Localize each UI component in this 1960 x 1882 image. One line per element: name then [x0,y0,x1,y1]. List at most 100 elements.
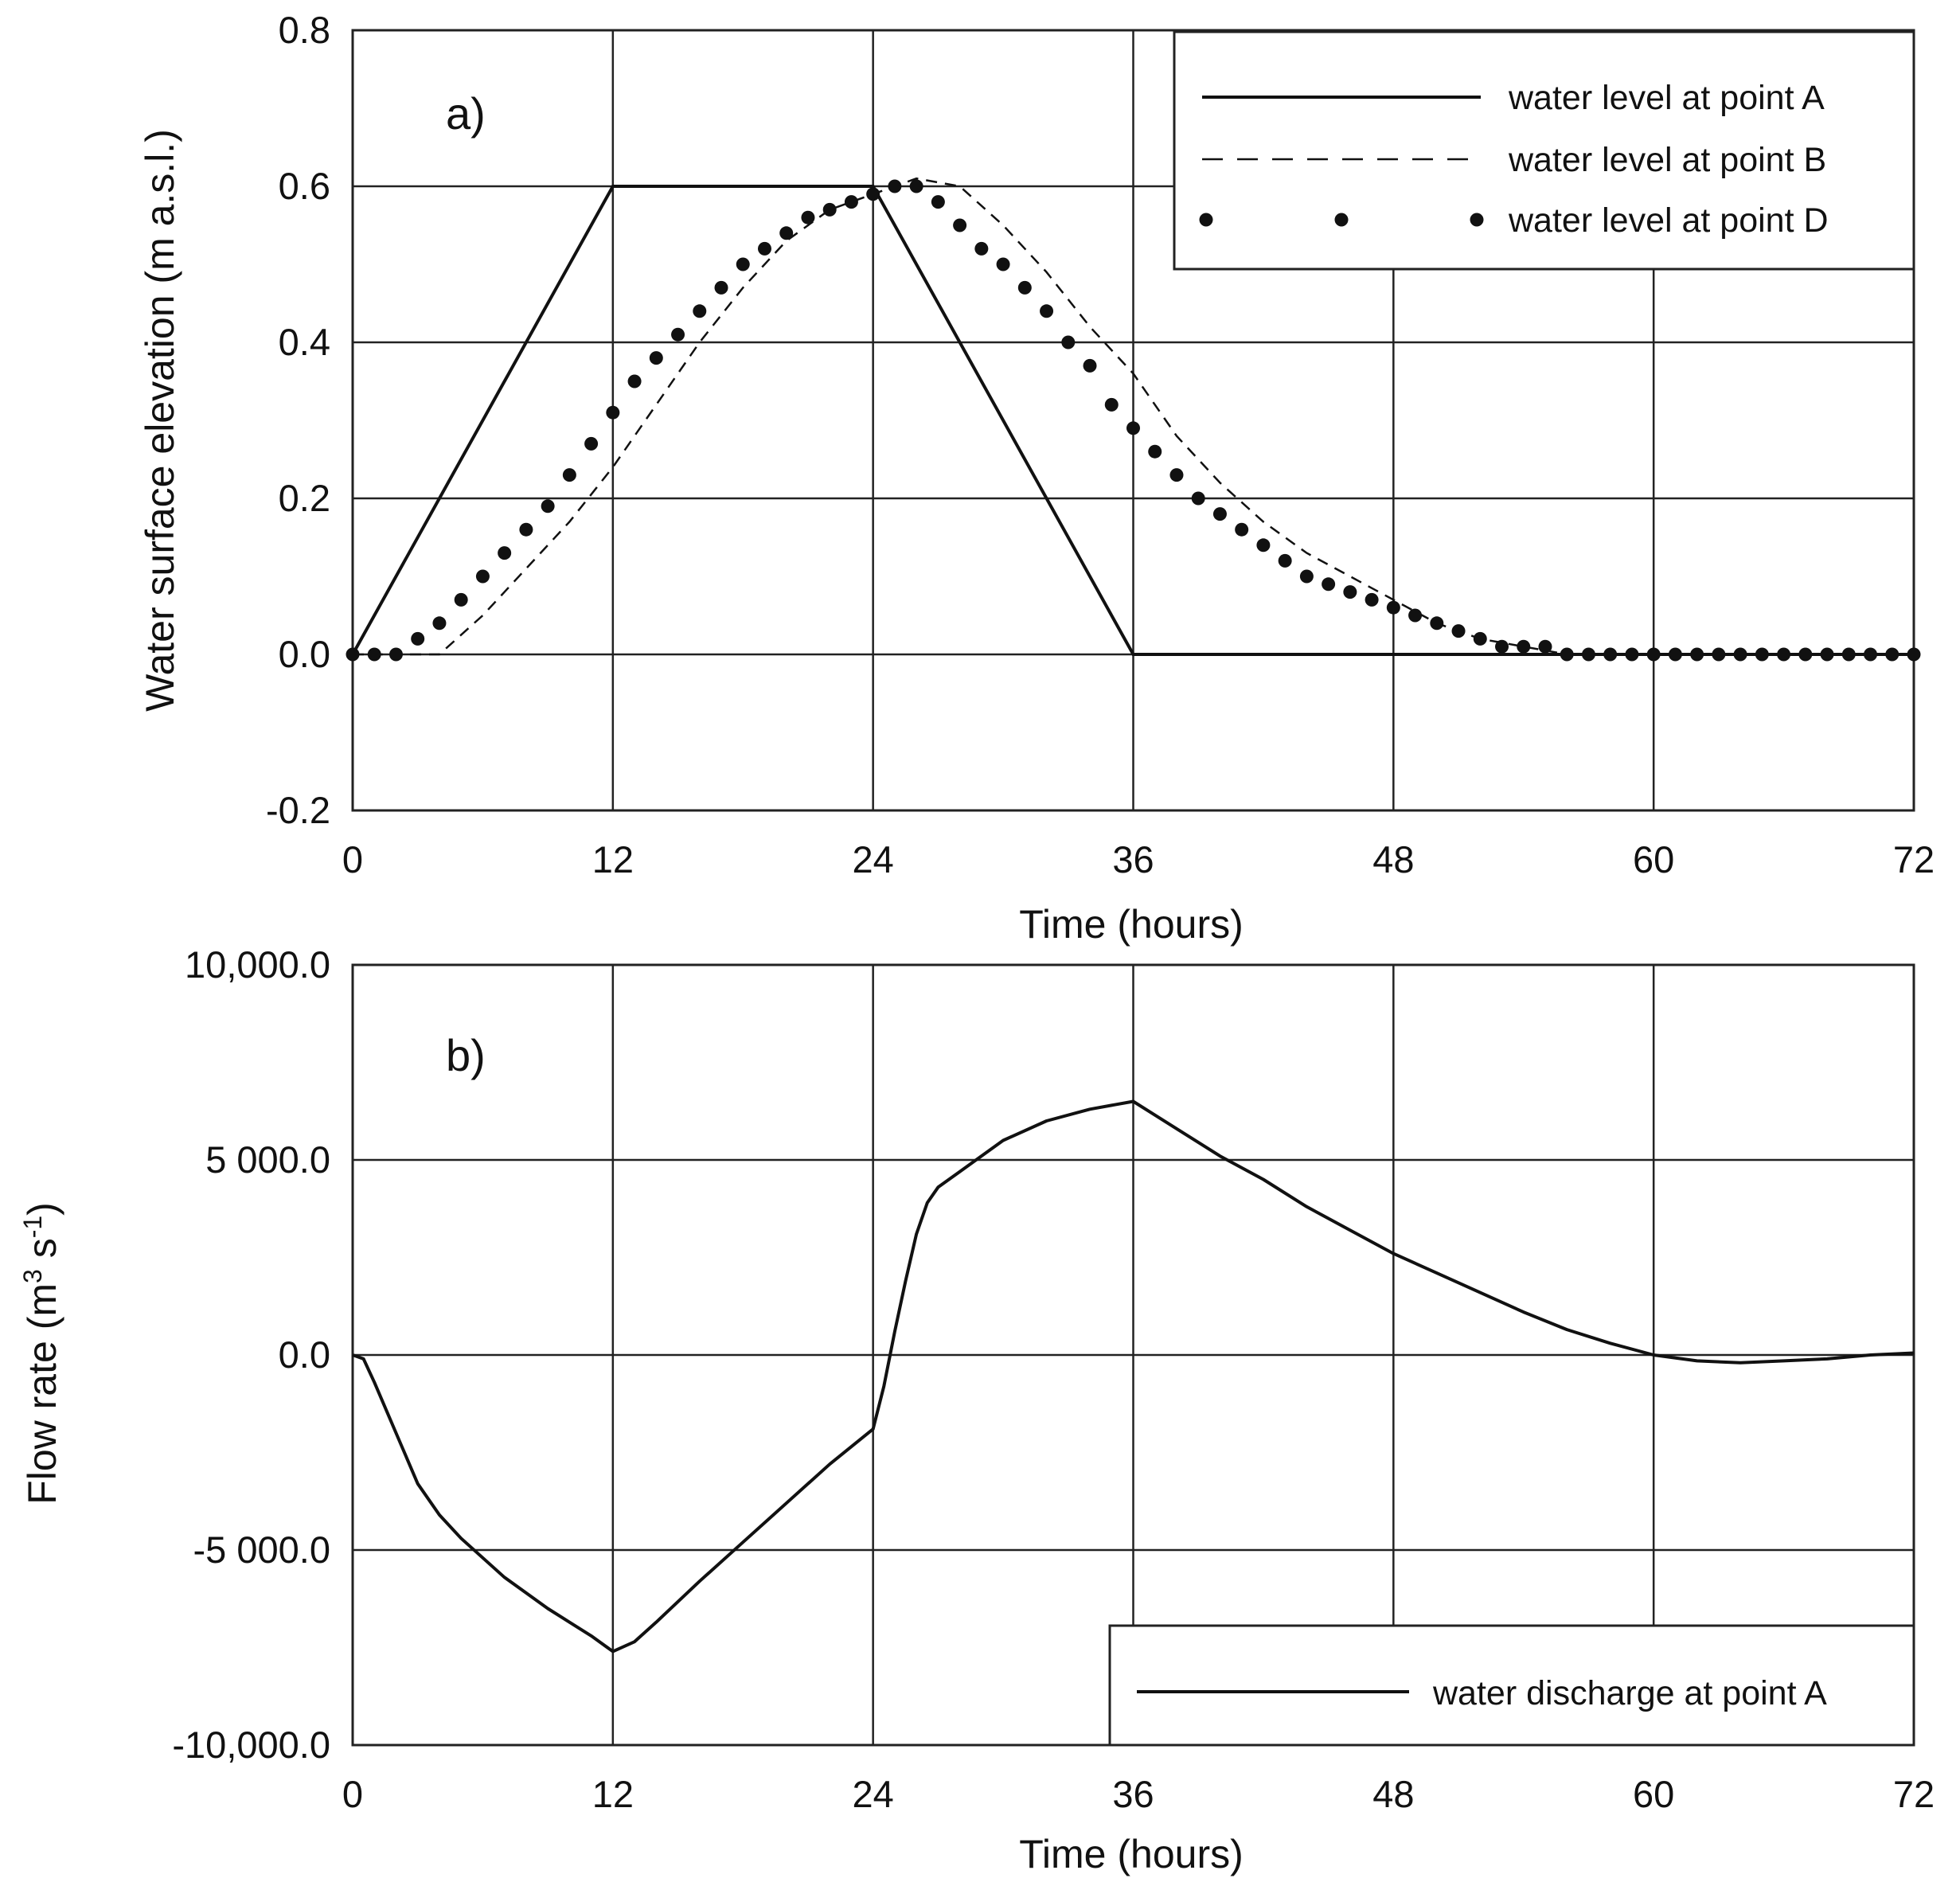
point-d-marker [1408,608,1423,623]
panel-a-plot-frame [351,29,1915,812]
point-d-marker [1625,647,1639,662]
point-d-marker [1755,647,1769,662]
series-points-point-d [346,179,1921,662]
point-d-marker [1820,647,1834,662]
b-x-tick-label: 36 [1112,1773,1154,1815]
point-d-marker [996,257,1010,271]
point-d-marker [1256,538,1271,552]
legend-label-point-a: water level at point A [1508,79,1825,117]
point-d-marker [1538,639,1552,654]
point-d-marker [693,304,707,318]
a-y-tick-label: 0.2 [279,477,330,519]
panel-b-x-axis-title: Time (hours) [1019,1832,1244,1876]
panel-a-y-axis-title: Water surface elevation (m a.s.l.) [138,129,182,712]
a-y-tick-label: -0.2 [266,789,330,831]
panel-b-y-axis-title: Flow rate (m3 s-1) [18,1202,64,1505]
point-d-marker [388,647,403,662]
point-d-marker [1517,639,1531,654]
point-d-marker [1322,577,1336,592]
b-y-tick-label: -10,000.0 [172,1724,330,1766]
point-d-marker [1885,647,1899,662]
point-d-marker [1907,647,1921,662]
legend-dot [1199,213,1213,227]
series-line-point-a [351,185,1914,656]
point-d-marker [844,195,858,209]
b-y-tick-label: 0.0 [279,1333,330,1376]
panel-a-legend: water level at point A water level at po… [1173,30,1915,271]
ylabel-superscript-3: 3 [18,1269,47,1283]
a-y-tick-label: 0.0 [279,633,330,675]
point-d-marker [1235,522,1249,537]
point-d-marker [1343,585,1357,599]
panel-a-chart: -0.2 0.0 0.2 0.4 0.6 0.8 0 12 24 36 48 60 72 Time (… [138,9,1935,947]
point-d-marker [1430,616,1444,631]
point-d-marker [1690,647,1704,662]
point-d-marker [974,241,989,256]
point-d-marker [671,327,685,342]
panel-a-label: a) [446,88,486,139]
panel-a-y-tick-labels: -0.2 0.0 0.2 0.4 0.6 0.8 [266,9,330,831]
legend-label-discharge-a: water discharge at point A [1432,1674,1827,1712]
point-d-marker [1169,468,1184,482]
b-x-tick-label: 48 [1372,1773,1414,1815]
a-y-tick-label: 0.4 [279,321,330,363]
point-d-marker [736,257,750,271]
a-x-tick-label: 48 [1372,838,1414,880]
point-d-marker [714,280,728,295]
point-d-marker [1061,335,1076,349]
b-y-tick-label: 10,000.0 [185,943,330,986]
point-d-marker [1212,507,1227,521]
legend-dot [1470,213,1484,227]
a-y-tick-label: 0.8 [279,9,330,51]
point-d-marker [1841,647,1856,662]
point-d-marker [475,569,490,584]
point-d-marker [1451,624,1466,638]
point-d-marker [931,195,945,209]
panel-b-label: b) [446,1030,486,1080]
a-x-tick-label: 24 [853,838,894,880]
b-x-tick-label: 12 [592,1773,634,1815]
point-d-marker [1864,647,1878,662]
point-d-marker [498,546,512,560]
legend-label-point-d: water level at point D [1508,201,1829,240]
legend-swatch-point-d [1199,213,1484,227]
panel-a-legend-box [1173,30,1915,271]
ylabel-unit-s: s [20,1238,64,1269]
point-d-marker [454,592,468,607]
panel-b-legend: water discharge at point A [1108,1624,1915,1747]
point-d-marker [1299,569,1314,584]
b-x-tick-label: 0 [342,1773,363,1815]
panel-b-chart: -10,000.0 -5 000.0 0.0 5 000.0 10,000.0 0 12 2… [18,943,1935,1876]
point-d-marker [1668,647,1682,662]
panel-b-y-tick-labels: -10,000.0 -5 000.0 0.0 5 000.0 10,000.0 [172,943,330,1766]
b-x-tick-label: 72 [1893,1773,1935,1815]
point-d-marker [1495,639,1509,654]
point-d-marker [801,210,815,225]
point-d-marker [562,468,576,482]
point-d-marker [866,187,880,201]
panel-b-x-tick-labels: 0 12 24 36 48 60 72 [342,1773,1935,1815]
a-x-tick-label: 60 [1633,838,1674,880]
point-d-marker [1017,280,1032,295]
point-d-marker [779,226,794,240]
point-d-marker [1126,421,1140,435]
point-d-marker [1191,491,1205,506]
panel-a-x-axis-title: Time (hours) [1019,902,1244,947]
point-d-marker [1278,553,1292,568]
a-y-tick-label: 0.6 [279,165,330,207]
point-d-marker [1560,647,1574,662]
series-line-discharge-a [352,1099,1915,1654]
panel-a-series-group [346,177,1921,662]
ylabel-superscript-minus1: -1 [18,1216,47,1238]
point-d-marker [1777,647,1791,662]
point-d-marker [649,351,663,365]
a-x-tick-label: 12 [592,838,634,880]
point-d-marker [1386,600,1400,615]
point-d-marker [606,405,620,420]
point-d-marker [1581,647,1595,662]
panel-a-x-tick-labels: 0 12 24 36 48 60 72 [342,838,1935,880]
point-d-marker [1646,647,1661,662]
point-d-marker [909,179,923,193]
